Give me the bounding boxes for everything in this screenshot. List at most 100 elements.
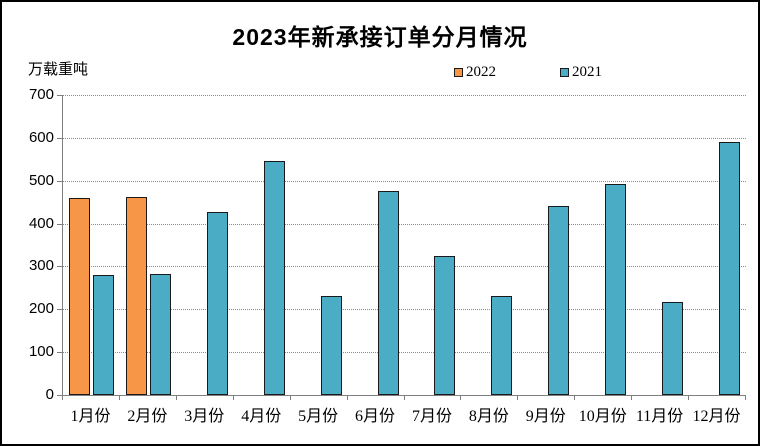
bar-2022-1月份 xyxy=(68,197,90,395)
bar-2021-3月份 xyxy=(206,211,228,395)
bar-slot xyxy=(319,95,343,395)
x-axis-tick-mark xyxy=(631,396,633,400)
x-axis-tick-mark xyxy=(688,396,690,400)
y-axis-tick-label: 700 xyxy=(28,86,54,103)
bar-slot xyxy=(352,95,376,395)
y-axis-tick-mark xyxy=(57,137,62,139)
plot-area xyxy=(62,95,746,396)
gridline xyxy=(63,180,746,182)
y-axis-tick-label: 600 xyxy=(28,128,54,146)
bar-slot xyxy=(433,95,457,395)
bar-slot xyxy=(205,95,229,395)
x-axis-tick-label: 9月份 xyxy=(525,408,566,425)
bar-group-4月份 xyxy=(234,95,291,395)
bar-slot xyxy=(580,95,604,395)
bar-2021-11月份 xyxy=(662,301,684,395)
gridline xyxy=(63,309,746,311)
bar-2021-2月份 xyxy=(149,273,171,395)
bar-2021-9月份 xyxy=(548,206,570,395)
bar-group-3月份 xyxy=(177,95,234,395)
bar-2022-2月份 xyxy=(125,197,147,395)
x-axis-tick-label: 2月份 xyxy=(127,408,168,425)
legend-swatch-icon xyxy=(560,68,569,77)
bar-group-6月份 xyxy=(348,95,405,395)
bar-2021-8月份 xyxy=(491,295,513,395)
legend: 2022 2021 xyxy=(454,64,602,81)
bar-group-1月份 xyxy=(63,95,120,395)
bar-group-5月份 xyxy=(291,95,348,395)
x-axis-tick-label: 3月份 xyxy=(184,408,225,425)
bar-slot xyxy=(409,95,433,395)
bar-slot xyxy=(238,95,262,395)
y-axis-tick-label: 200 xyxy=(28,300,54,318)
bar-2021-6月份 xyxy=(377,191,399,395)
legend-swatch-icon xyxy=(454,68,463,77)
x-axis-tick-mark xyxy=(118,396,120,400)
legend-item-2021: 2021 xyxy=(560,64,602,81)
bar-slot xyxy=(466,95,490,395)
x-axis-tick-label: 11月份 xyxy=(635,408,684,425)
x-axis-tick-mark xyxy=(460,396,462,400)
bar-slot xyxy=(523,95,547,395)
chart-title: 2023年新承接订单分月情况 xyxy=(232,24,528,50)
legend-label: 2021 xyxy=(572,64,602,80)
y-axis-tick-mark xyxy=(57,223,62,225)
bar-2021-1月份 xyxy=(92,274,114,395)
bar-slot xyxy=(547,95,571,395)
gridline xyxy=(63,223,746,225)
x-axis-tick-mark xyxy=(517,396,519,400)
y-axis-tick-mark xyxy=(57,395,62,396)
bar-slot xyxy=(661,95,685,395)
y-axis-tick-label: 400 xyxy=(28,214,54,232)
bar-2021-10月份 xyxy=(605,184,627,395)
x-axis-tick-mark xyxy=(232,396,234,400)
y-axis-tick-mark xyxy=(57,309,62,311)
bar-2021-5月份 xyxy=(320,296,342,395)
x-axis-tick-mark xyxy=(175,396,177,400)
x-axis-tick-label: 1月份 xyxy=(70,408,111,425)
x-axis-tick-mark xyxy=(346,396,348,400)
x-axis-tick-mark xyxy=(62,396,63,400)
bar-2021-4月份 xyxy=(263,161,285,395)
bar-group-12月份 xyxy=(689,95,746,395)
gridline xyxy=(63,95,746,96)
bar-slot xyxy=(148,95,172,395)
x-axis-tick-label: 7月份 xyxy=(411,408,452,425)
x-axis-tick-label: 5月份 xyxy=(298,408,339,425)
y-axis-unit-label: 万载重吨 xyxy=(28,61,89,78)
bar-slot xyxy=(91,95,115,395)
y-axis-tick-mark xyxy=(57,180,62,182)
bar-group-2月份 xyxy=(120,95,177,395)
bar-slot xyxy=(376,95,400,395)
bar-slot xyxy=(490,95,514,395)
x-axis-tick-mark xyxy=(289,396,291,400)
legend-label: 2022 xyxy=(466,64,496,80)
y-axis-tick-mark xyxy=(57,95,62,96)
x-axis-tick-label: 12月份 xyxy=(692,408,741,425)
x-axis-tick-label: 10月份 xyxy=(578,408,627,425)
x-axis-tick-label: 8月份 xyxy=(468,408,509,425)
gridline xyxy=(63,137,746,139)
bar-2021-7月份 xyxy=(434,255,456,395)
bar-slot xyxy=(718,95,742,395)
bar-group-8月份 xyxy=(461,95,518,395)
gridline xyxy=(63,352,746,354)
y-axis-tick-mark xyxy=(57,352,62,354)
bar-slot xyxy=(604,95,628,395)
bar-slot xyxy=(694,95,718,395)
y-axis-tick-label: 300 xyxy=(28,257,54,275)
bar-slot xyxy=(295,95,319,395)
x-axis-tick-mark xyxy=(574,396,576,400)
y-axis-tick-mark xyxy=(57,266,62,268)
legend-item-2022: 2022 xyxy=(454,64,496,81)
x-axis-tick-label: 4月份 xyxy=(241,408,282,425)
x-axis-tick-mark xyxy=(403,396,405,400)
bar-slot xyxy=(67,95,91,395)
bar-group-9月份 xyxy=(518,95,575,395)
bar-slot xyxy=(124,95,148,395)
bar-slot xyxy=(262,95,286,395)
gridline xyxy=(63,266,746,268)
bar-group-7月份 xyxy=(405,95,462,395)
bar-slot xyxy=(181,95,205,395)
